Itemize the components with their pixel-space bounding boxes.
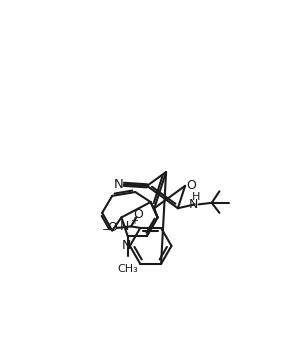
- Text: O: O: [133, 208, 143, 221]
- Text: O: O: [107, 221, 117, 235]
- Text: +: +: [130, 216, 138, 226]
- Text: N: N: [189, 198, 198, 211]
- Text: CH₃: CH₃: [117, 263, 138, 274]
- Text: −: −: [102, 225, 111, 235]
- Text: N: N: [121, 239, 131, 252]
- Text: N: N: [114, 178, 124, 191]
- Text: H: H: [192, 192, 200, 202]
- Text: N: N: [120, 220, 130, 233]
- Text: O: O: [186, 179, 196, 192]
